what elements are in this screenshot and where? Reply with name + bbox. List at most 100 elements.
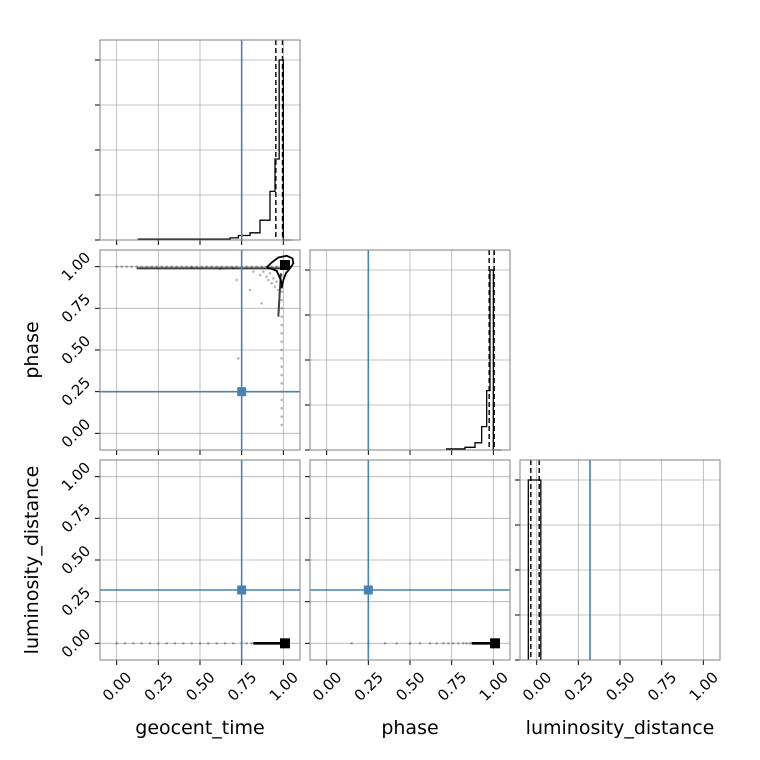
ylabel-luminosity-distance: luminosity_distance bbox=[21, 466, 43, 655]
sample-point bbox=[462, 642, 465, 645]
axes-frame bbox=[99, 249, 301, 451]
y-tick-label: 1.00 bbox=[58, 248, 94, 284]
sample-point bbox=[447, 642, 450, 645]
panel-geocent-time-vs-luminosity-distance: 0.00 0.25 0.50 0.75 1.000.000.250.500.751.00 bbox=[58, 458, 302, 704]
sample-point bbox=[395, 642, 398, 645]
ylabel-phase: phase bbox=[21, 321, 43, 378]
sample-point bbox=[280, 340, 283, 343]
sample-point bbox=[160, 265, 163, 268]
sample-point bbox=[125, 265, 128, 268]
sample-point bbox=[232, 642, 235, 645]
sample-point bbox=[165, 265, 168, 268]
sample-point bbox=[265, 275, 268, 278]
sample-point bbox=[230, 265, 233, 268]
truth-marker bbox=[237, 585, 247, 595]
axes-frame bbox=[309, 249, 511, 451]
sample-point bbox=[235, 265, 238, 268]
axes-frame bbox=[99, 459, 301, 661]
sample-point bbox=[115, 265, 118, 268]
sample-point bbox=[223, 642, 227, 645]
histogram-step bbox=[137, 59, 292, 241]
sample-point bbox=[268, 272, 272, 275]
histogram-step bbox=[446, 269, 502, 451]
sample-point bbox=[130, 265, 133, 268]
sample-point bbox=[173, 642, 177, 645]
sample-point bbox=[280, 357, 283, 360]
sample-point bbox=[245, 642, 248, 645]
sample-point bbox=[452, 642, 455, 645]
sample-point bbox=[280, 315, 283, 318]
sample-point bbox=[275, 265, 278, 268]
peak-marker bbox=[280, 638, 290, 649]
sample-point bbox=[215, 642, 218, 645]
sample-point bbox=[195, 265, 198, 268]
sample-point bbox=[280, 382, 283, 385]
panel-phase-vs-luminosity-distance: 0.00 0.25 0.50 0.75 1.00 bbox=[305, 459, 512, 705]
sample-point bbox=[245, 265, 248, 268]
sample-point bbox=[148, 642, 152, 645]
y-tick-label: 0.00 bbox=[58, 625, 94, 661]
x-tick-label: 0.00 bbox=[99, 668, 135, 704]
y-tick-label: 0.25 bbox=[58, 373, 94, 409]
sample-point bbox=[280, 373, 283, 377]
sample-point bbox=[155, 265, 158, 268]
x-tick-label: 1.00 bbox=[476, 668, 512, 704]
sample-point bbox=[170, 265, 173, 268]
sample-point bbox=[182, 642, 185, 645]
sample-point bbox=[250, 265, 253, 268]
sample-point bbox=[442, 642, 445, 645]
sample-point bbox=[383, 642, 387, 645]
sample-point bbox=[408, 642, 412, 645]
histogram-step bbox=[527, 479, 542, 660]
sample-point bbox=[267, 278, 270, 282]
sample-point bbox=[280, 407, 283, 410]
x-tick-label: 0.50 bbox=[182, 668, 218, 704]
sample-point bbox=[215, 265, 218, 268]
sample-point bbox=[248, 288, 252, 292]
x-tick-label: 0.25 bbox=[561, 668, 597, 704]
sample-point bbox=[270, 282, 273, 285]
sample-point bbox=[255, 265, 258, 268]
y-tick-label: 0.50 bbox=[58, 332, 94, 368]
hist-luminosity-distance: 0.00 0.25 0.50 0.75 1.00 bbox=[515, 459, 722, 705]
truth-marker bbox=[237, 387, 247, 397]
sample-point bbox=[207, 642, 210, 645]
sample-point bbox=[200, 265, 203, 268]
sample-point bbox=[157, 642, 160, 645]
sample-point bbox=[465, 642, 468, 645]
sample-point bbox=[428, 642, 432, 645]
sample-point bbox=[225, 265, 228, 268]
sample-point bbox=[205, 265, 208, 268]
sample-point bbox=[280, 290, 283, 293]
sample-point bbox=[258, 273, 262, 277]
contour-line bbox=[266, 254, 295, 289]
sample-point bbox=[262, 270, 265, 273]
sample-point bbox=[350, 642, 353, 645]
x-tick-label: 0.75 bbox=[434, 668, 470, 704]
x-tick-label: 0.25 bbox=[141, 668, 177, 704]
sample-point bbox=[280, 307, 283, 310]
x-tick-label: 1.00 bbox=[686, 668, 722, 704]
sample-point bbox=[252, 270, 255, 273]
sample-point bbox=[165, 642, 168, 645]
sample-point bbox=[260, 302, 263, 305]
sample-point bbox=[457, 642, 460, 645]
x-tick-label: 0.00 bbox=[519, 668, 555, 704]
xlabel-luminosity-distance: luminosity_distance bbox=[526, 717, 715, 739]
x-tick-label: 0.00 bbox=[309, 668, 345, 704]
x-tick-label: 0.50 bbox=[602, 668, 638, 704]
y-tick-label: 1.00 bbox=[58, 458, 94, 494]
peak-marker bbox=[280, 260, 290, 270]
peak-marker bbox=[490, 638, 500, 649]
sample-point bbox=[280, 398, 283, 402]
axes-frame bbox=[309, 459, 511, 661]
sample-point bbox=[198, 642, 202, 645]
panel-geocent-time-vs-phase: 0.00 0.25 0.50 0.75 1.00 bbox=[58, 248, 301, 455]
x-tick-label: 1.00 bbox=[266, 668, 302, 704]
sample-point bbox=[280, 415, 283, 418]
sample-point bbox=[115, 642, 118, 645]
y-tick-label: 0.50 bbox=[58, 542, 94, 578]
sample-point bbox=[175, 265, 178, 268]
sample-point bbox=[280, 332, 283, 335]
sample-point bbox=[190, 265, 193, 268]
